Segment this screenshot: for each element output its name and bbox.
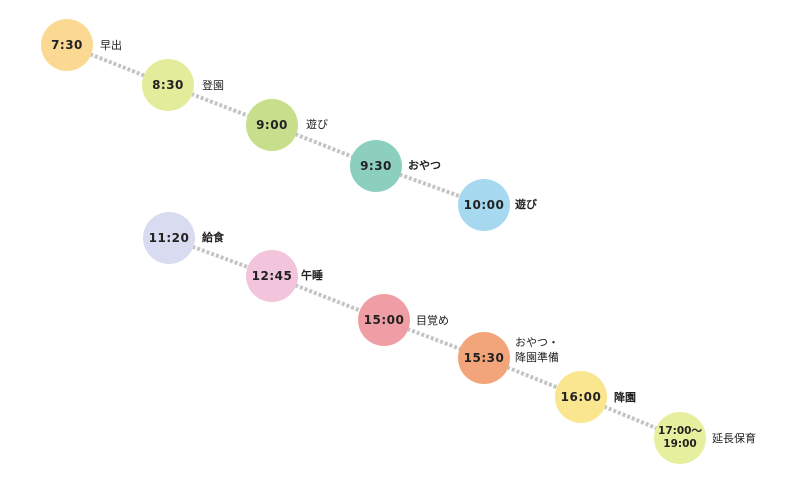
activity-label: 遊び (515, 198, 537, 211)
activity-label: 早出 (100, 39, 122, 52)
activity-label: 目覚め (416, 314, 449, 327)
time-text: 9:00 (256, 118, 288, 132)
activity-label: 遊び (306, 118, 328, 131)
time-text: 10:00 (463, 198, 505, 212)
activity-label: 給食 (202, 231, 224, 244)
activity-label-line1: おやつ・ (515, 336, 559, 349)
time-text: 16:00 (560, 390, 602, 404)
activity-label: 登園 (202, 79, 224, 92)
activity-label-line2: 降園準備 (515, 351, 559, 364)
time-circle-0900: 9:00 (246, 99, 298, 151)
time-circle-1700-1900: 17:00～ 19:00 (654, 412, 706, 464)
time-circle-1000: 10:00 (458, 179, 510, 231)
time-circle-1120: 11:20 (143, 212, 195, 264)
time-text: 12:45 (251, 269, 293, 283)
time-text: 15:00 (363, 313, 405, 327)
time-text: 9:30 (360, 159, 392, 173)
time-text: 15:30 (463, 351, 505, 365)
time-circle-0730: 7:30 (41, 19, 93, 71)
time-text-start: 17:00～ (658, 425, 702, 437)
activity-label: 降園 (614, 391, 636, 404)
time-text-end: 19:00 (663, 438, 697, 450)
time-circle-0930: 9:30 (350, 140, 402, 192)
time-circle-1500: 15:00 (358, 294, 410, 346)
time-circle-1530: 15:30 (458, 332, 510, 384)
activity-label: おやつ (408, 159, 441, 172)
time-circle-0830: 8:30 (142, 59, 194, 111)
connector-line (271, 123, 377, 168)
time-text: 7:30 (51, 38, 83, 52)
activity-label: 延長保育 (712, 432, 756, 445)
time-text: 8:30 (152, 78, 184, 92)
time-circle-1600: 16:00 (555, 371, 607, 423)
time-circle-1245: 12:45 (246, 250, 298, 302)
activity-label: 午睡 (301, 269, 323, 282)
time-text: 11:20 (148, 231, 190, 245)
